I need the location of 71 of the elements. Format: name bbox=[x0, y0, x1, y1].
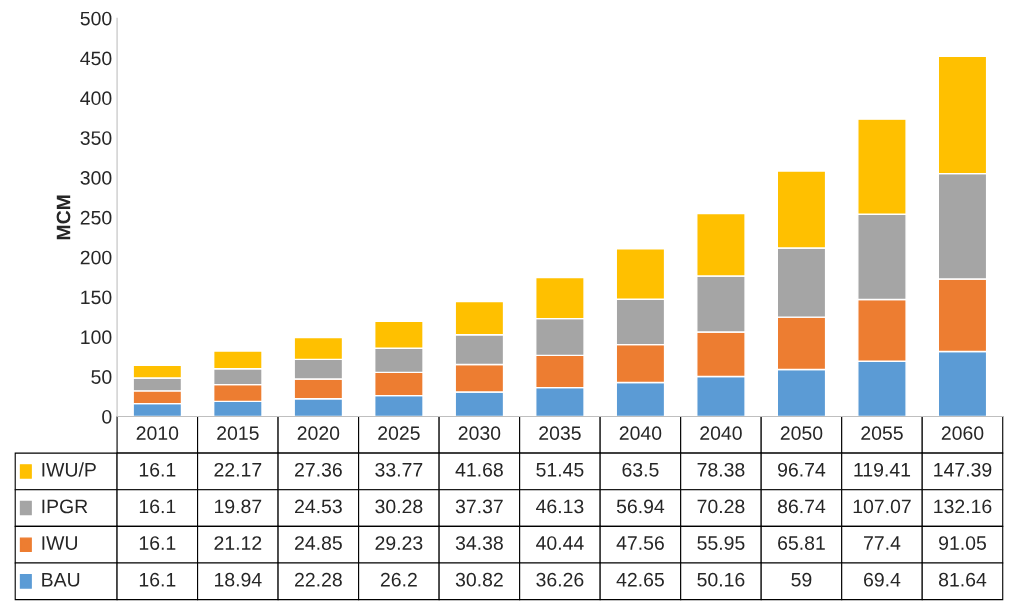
data-label: 69.4 bbox=[864, 572, 901, 587]
legend-label: IWU bbox=[42, 536, 77, 550]
data-label: 41.68 bbox=[455, 462, 503, 477]
data-label: 22.28 bbox=[295, 572, 342, 587]
data-label: 33.77 bbox=[375, 462, 423, 477]
x-tick-label: 2050 bbox=[780, 426, 823, 441]
data-label: 147.39 bbox=[934, 462, 992, 477]
y-tick-label: 350 bbox=[80, 131, 112, 145]
data-label: 86.74 bbox=[777, 499, 826, 514]
data-label: 27.36 bbox=[295, 462, 342, 477]
data-label: 16.1 bbox=[139, 462, 176, 477]
data-label: 51.45 bbox=[536, 463, 584, 477]
data-label: 26.2 bbox=[380, 572, 417, 587]
x-tick-label: 2055 bbox=[861, 426, 903, 441]
y-axis-title: MCM bbox=[56, 195, 71, 240]
data-label: 50.16 bbox=[697, 572, 745, 587]
x-tick-label: 2060 bbox=[941, 426, 984, 441]
x-tick-label: 2040 bbox=[619, 426, 662, 441]
data-label: 19.87 bbox=[215, 499, 262, 514]
y-tick-label: 250 bbox=[80, 210, 112, 225]
data-label: 96.74 bbox=[778, 462, 826, 477]
y-tick-label: 500 bbox=[80, 11, 112, 26]
x-tick-label: 2040 bbox=[700, 426, 742, 441]
data-label: 107.07 bbox=[853, 499, 911, 514]
data-label: 24.53 bbox=[295, 499, 342, 514]
y-tick-label: 200 bbox=[80, 250, 112, 265]
data-label: 16.1 bbox=[139, 572, 176, 587]
data-label: 55.95 bbox=[697, 536, 745, 550]
data-label: 132.16 bbox=[934, 499, 992, 514]
y-tick-label: 300 bbox=[80, 171, 112, 185]
data-label: 77.4 bbox=[864, 536, 901, 550]
data-label: 22.17 bbox=[214, 462, 262, 477]
data-label: 40.44 bbox=[536, 536, 584, 550]
x-tick-label: 2030 bbox=[458, 426, 501, 441]
x-tick-label: 2015 bbox=[217, 426, 259, 441]
data-label: 81.64 bbox=[938, 572, 987, 587]
y-tick-label: 400 bbox=[80, 91, 112, 106]
x-tick-label: 2010 bbox=[136, 426, 179, 441]
y-tick-label: 0 bbox=[102, 409, 112, 424]
data-label: 34.38 bbox=[455, 536, 503, 550]
data-label: 63.5 bbox=[622, 462, 659, 477]
data-label: 30.82 bbox=[455, 572, 503, 587]
legend-label: IPGR bbox=[42, 499, 88, 514]
data-label: 119.41 bbox=[854, 462, 911, 477]
data-label: 29.23 bbox=[375, 536, 423, 550]
data-label: 65.81 bbox=[778, 536, 825, 550]
data-label: 78.38 bbox=[697, 462, 745, 477]
x-tick-label: 2020 bbox=[297, 426, 340, 441]
data-label: 47.56 bbox=[616, 536, 664, 550]
data-label: 42.65 bbox=[616, 572, 664, 587]
data-label: 24.85 bbox=[295, 536, 342, 550]
data-label: 18.94 bbox=[215, 572, 262, 587]
data-label: 70.28 bbox=[697, 499, 745, 514]
y-tick-label: 450 bbox=[80, 51, 112, 66]
legend-label: IWU/P bbox=[42, 462, 96, 477]
data-label: 37.37 bbox=[455, 499, 503, 514]
y-tick-label: 150 bbox=[81, 290, 112, 305]
x-tick-label: 2035 bbox=[539, 426, 581, 441]
data-label: 91.05 bbox=[939, 536, 986, 550]
data-label: 36.26 bbox=[536, 572, 584, 587]
x-tick-label: 2025 bbox=[378, 426, 420, 441]
data-label: 16.1 bbox=[139, 536, 176, 550]
y-tick-label: 50 bbox=[91, 370, 112, 384]
data-label: 46.13 bbox=[536, 499, 584, 514]
legend-label: BAU bbox=[42, 573, 80, 587]
data-label: 59 bbox=[791, 572, 812, 587]
data-label: 21.12 bbox=[214, 536, 262, 550]
data-label: 56.94 bbox=[616, 499, 665, 514]
data-label: 16.1 bbox=[139, 499, 176, 514]
data-label: 30.28 bbox=[375, 499, 423, 514]
y-tick-label: 100 bbox=[81, 330, 112, 345]
